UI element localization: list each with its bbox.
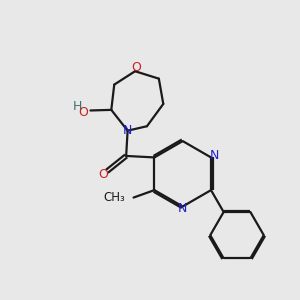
Text: N: N (210, 149, 219, 162)
Text: O: O (98, 168, 108, 181)
Text: N: N (122, 124, 132, 136)
Text: O: O (78, 106, 88, 119)
Text: O: O (132, 61, 142, 74)
Text: CH₃: CH₃ (103, 191, 125, 204)
Text: N: N (178, 202, 188, 215)
Text: H: H (73, 100, 82, 113)
